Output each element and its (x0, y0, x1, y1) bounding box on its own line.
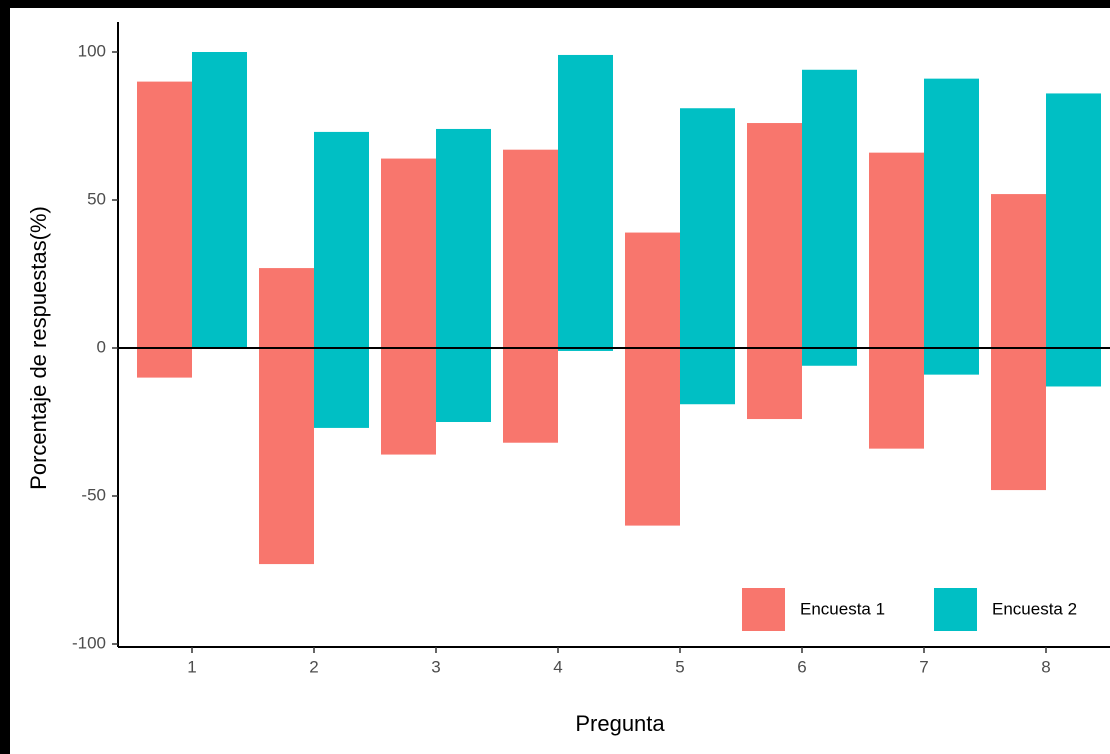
x-tick-label: 3 (431, 657, 440, 676)
y-tick-label: 0 (97, 337, 106, 356)
legend-label: Encuesta 1 (800, 599, 885, 618)
x-tick-label: 6 (797, 657, 806, 676)
x-tick-label: 1 (187, 657, 196, 676)
bar (436, 128, 491, 348)
x-tick-label: 8 (1041, 657, 1050, 676)
bar (625, 348, 680, 526)
y-tick-label: -50 (81, 485, 106, 504)
bar (924, 78, 979, 348)
y-tick-label: -100 (72, 633, 106, 652)
bar (991, 348, 1046, 491)
bars (137, 52, 1101, 565)
bar (680, 348, 735, 405)
bar (991, 194, 1046, 348)
bar (747, 348, 802, 420)
bar (747, 123, 802, 348)
x-tick-label: 7 (919, 657, 928, 676)
bar (259, 268, 314, 348)
bar (503, 348, 558, 443)
bar (314, 348, 369, 428)
bar (802, 348, 857, 366)
x-tick-label: 5 (675, 657, 684, 676)
bar (259, 348, 314, 565)
bar (436, 348, 491, 422)
bar (314, 131, 369, 348)
legend-key (934, 588, 977, 631)
bar (802, 69, 857, 348)
x-tick-label: 4 (553, 657, 562, 676)
legend-label: Encuesta 2 (992, 599, 1077, 618)
bar (558, 348, 613, 351)
x-tick-label: 2 (309, 657, 318, 676)
y-tick-label: 50 (87, 189, 106, 208)
bar (137, 348, 192, 378)
y-axis-title: Porcentaje de respuestas(%) (26, 206, 51, 490)
bar (924, 348, 979, 375)
bar (680, 108, 735, 349)
bar (625, 232, 680, 348)
bar (869, 152, 924, 348)
bar (503, 149, 558, 348)
bar (1046, 348, 1101, 387)
bar (869, 348, 924, 449)
bar (381, 348, 436, 455)
bar (192, 52, 247, 348)
x-axis-title: Pregunta (575, 711, 665, 736)
bar (381, 158, 436, 348)
bar (137, 81, 192, 348)
legend-key (742, 588, 785, 631)
bar (558, 54, 613, 349)
bar (1046, 93, 1101, 348)
y-tick-label: 100 (78, 41, 106, 60)
